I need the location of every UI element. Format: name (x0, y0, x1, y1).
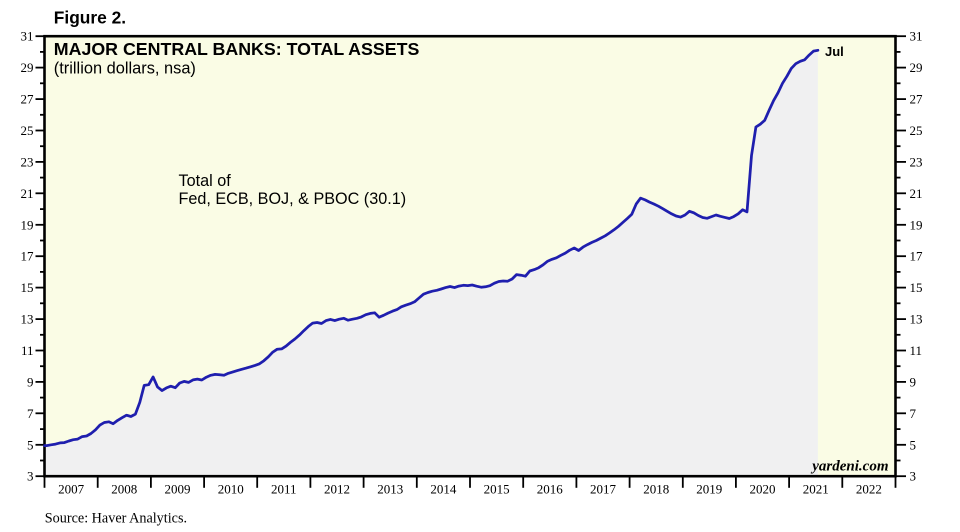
svg-text:13: 13 (21, 312, 34, 327)
svg-text:2013: 2013 (377, 482, 403, 497)
svg-text:2015: 2015 (484, 482, 510, 497)
svg-text:2019: 2019 (696, 482, 722, 497)
svg-text:Jul: Jul (825, 44, 844, 59)
svg-text:9: 9 (910, 374, 917, 389)
svg-text:17: 17 (21, 249, 35, 264)
svg-text:2022: 2022 (856, 482, 882, 497)
svg-text:11: 11 (910, 343, 923, 358)
svg-text:2010: 2010 (218, 482, 244, 497)
svg-text:Fed, ECB, BOJ, & PBOC (30.1): Fed, ECB, BOJ, & PBOC (30.1) (179, 190, 407, 208)
svg-text:17: 17 (910, 249, 924, 264)
svg-text:Source: Haver Analytics.: Source: Haver Analytics. (45, 510, 187, 526)
svg-text:7: 7 (27, 406, 34, 421)
svg-text:Figure 2.: Figure 2. (54, 8, 126, 28)
svg-text:(trillion dollars, nsa): (trillion dollars, nsa) (54, 59, 196, 77)
svg-text:15: 15 (21, 280, 34, 295)
svg-text:13: 13 (910, 312, 923, 327)
svg-text:25: 25 (910, 123, 923, 138)
svg-text:5: 5 (910, 437, 917, 452)
svg-text:2017: 2017 (590, 482, 617, 497)
svg-text:31: 31 (910, 29, 923, 44)
svg-text:19: 19 (910, 217, 923, 232)
svg-text:7: 7 (910, 406, 917, 421)
svg-text:23: 23 (21, 154, 34, 169)
svg-text:11: 11 (21, 343, 34, 358)
svg-text:3: 3 (910, 469, 917, 484)
svg-text:29: 29 (21, 60, 34, 75)
svg-text:2011: 2011 (271, 482, 297, 497)
svg-text:2012: 2012 (324, 482, 350, 497)
svg-text:9: 9 (27, 374, 34, 389)
svg-text:23: 23 (910, 154, 923, 169)
svg-text:2016: 2016 (537, 482, 564, 497)
svg-text:2020: 2020 (750, 482, 776, 497)
svg-text:5: 5 (27, 437, 34, 452)
svg-text:27: 27 (910, 92, 924, 107)
svg-text:yardeni.com: yardeni.com (810, 459, 888, 475)
svg-text:2021: 2021 (803, 482, 829, 497)
svg-text:15: 15 (910, 280, 923, 295)
svg-text:29: 29 (910, 60, 923, 75)
svg-text:3: 3 (27, 469, 34, 484)
svg-text:2007: 2007 (58, 482, 85, 497)
svg-text:2008: 2008 (111, 482, 137, 497)
svg-text:2018: 2018 (643, 482, 669, 497)
svg-text:19: 19 (21, 217, 34, 232)
svg-text:21: 21 (21, 186, 34, 201)
svg-text:31: 31 (21, 29, 34, 44)
svg-text:2014: 2014 (430, 482, 457, 497)
svg-text:25: 25 (21, 123, 34, 138)
svg-text:2009: 2009 (165, 482, 191, 497)
svg-text:27: 27 (21, 92, 35, 107)
svg-text:Total of: Total of (179, 172, 232, 190)
svg-text:21: 21 (910, 186, 923, 201)
svg-text:MAJOR CENTRAL BANKS: TOTAL ASS: MAJOR CENTRAL BANKS: TOTAL ASSETS (54, 39, 420, 59)
